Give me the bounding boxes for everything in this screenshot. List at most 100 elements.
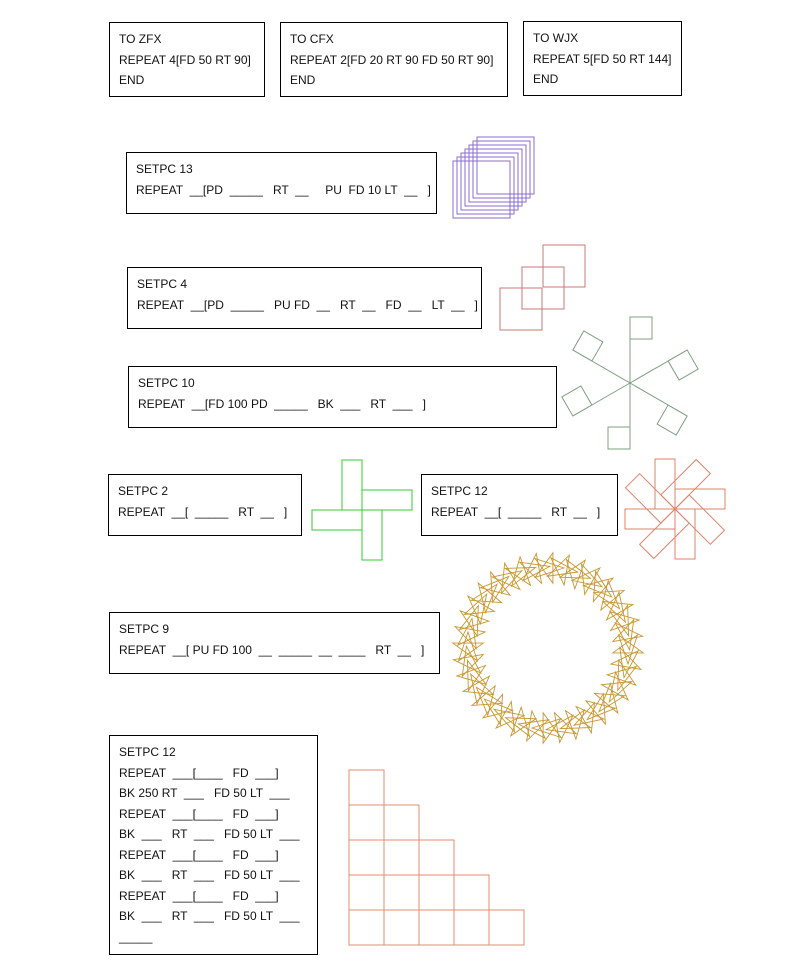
flag-arm [561, 382, 631, 417]
star [530, 711, 563, 745]
green-rectangle [361, 489, 413, 511]
pinwheel-rectangle [638, 508, 690, 560]
exercise-setpc-9: SETPC 9 REPEAT __[ PU FD 100 __ _____ __ … [109, 612, 440, 674]
star [601, 590, 635, 624]
star [453, 616, 487, 650]
code-line: REPEAT ___[____ FD ___] [119, 765, 279, 780]
code-line: TO ZFX [119, 32, 162, 46]
code-line: SETPC 9 [119, 622, 170, 636]
flag-arm [629, 316, 653, 383]
code-line: REPEAT __[ _____ RT __ ] [118, 504, 288, 519]
grid-square [348, 909, 385, 946]
pinwheel-rectangle [624, 508, 676, 530]
code-line: REPEAT ___[____ FD ___] [119, 806, 279, 821]
star [570, 562, 604, 596]
star [492, 700, 526, 734]
star [546, 553, 580, 587]
code-line: REPEAT ___[____ FD ___] [119, 847, 279, 862]
code-line: REPEAT __[PD _____ RT __ PU FD 10 LT __ … [136, 182, 431, 197]
code-line: REPEAT __[FD 100 PD _____ BK ___ RT ___ … [138, 396, 426, 411]
star [461, 672, 495, 706]
star [544, 711, 578, 745]
pinwheel-rectangle [654, 458, 676, 510]
code-line: BK ___ RT ___ FD 50 LT ___ [119, 827, 300, 841]
flag-arm [607, 383, 631, 450]
grid-square [453, 874, 490, 911]
flag-arm [629, 382, 688, 436]
exercise-setpc-2: SETPC 2 REPEAT __[ _____ RT __ ] [108, 474, 302, 536]
pinwheel-rectangle [624, 472, 676, 524]
code-line: SETPC 13 [136, 162, 193, 176]
star [469, 581, 503, 614]
green-rectangle [361, 509, 383, 561]
exercise-setpc-12: SETPC 12 REPEAT __[ _____ RT __ ] [421, 474, 618, 536]
code-line: SETPC 2 [118, 484, 169, 498]
code-line: BK ___ RT ___ FD 50 LT ___ [119, 868, 300, 882]
star [481, 693, 514, 727]
star [584, 692, 617, 726]
star [458, 604, 491, 638]
green-rectangle [341, 459, 363, 511]
grid-square [418, 909, 455, 946]
star [558, 708, 593, 741]
code-line: SETPC 12 [119, 745, 176, 759]
star [462, 592, 496, 626]
code-line: REPEAT ___[____ FD ___] [119, 888, 279, 903]
code-line: END [119, 73, 145, 87]
code-line: REPEAT __[ PU FD 100 __ _____ __ ____ RT… [119, 642, 425, 657]
procedure-cfx: TO CFX REPEAT 2[FD 20 RT 90 FD 50 RT 90] E… [280, 22, 508, 97]
exercise-setpc-13: SETPC 13 REPEAT __[PD _____ RT __ PU FD 1… [126, 152, 437, 214]
star [609, 646, 643, 680]
code-line: REPEAT 5[FD 50 RT 144] [533, 51, 672, 66]
purple-square [460, 152, 519, 211]
grid-square [418, 839, 455, 876]
flag-arm [629, 349, 699, 384]
star [490, 561, 524, 595]
star [455, 658, 488, 693]
code-line: _____ [119, 929, 153, 944]
code-line: BK ___ RT ___ FD 50 LT ___ [119, 909, 300, 923]
grid-square [383, 874, 420, 911]
code-line: END [533, 72, 559, 86]
exercise-setpc-4: SETPC 4 REPEAT __[PD _____ PU FD __ RT __… [127, 267, 482, 329]
star [558, 558, 592, 591]
star [516, 709, 550, 743]
purple-square [464, 148, 523, 207]
code-line: SETPC 12 [431, 484, 488, 498]
pinwheel-rectangle [674, 508, 696, 560]
grid-square [453, 909, 490, 946]
star [582, 569, 615, 603]
star [608, 603, 641, 638]
purple-square [472, 140, 531, 199]
grid-square [383, 909, 420, 946]
code-line: REPEAT __[PD _____ PU FD __ RT __ FD __ … [137, 297, 478, 312]
star [470, 684, 504, 717]
grid-square [488, 909, 525, 946]
star [518, 551, 552, 585]
star [479, 570, 512, 604]
grid-square [348, 839, 385, 876]
flag-arm [572, 330, 631, 384]
code-line: SETPC 4 [137, 277, 188, 291]
exercise-setpc-12-staircase: SETPC 12 REPEAT ___[____ FD ___] BK 250 RT… [109, 735, 318, 955]
star [504, 705, 538, 738]
purple-square [468, 144, 527, 203]
star [451, 630, 485, 663]
red-square [499, 287, 543, 331]
star [611, 618, 645, 652]
grid-square [348, 769, 385, 806]
exercise-setpc-10: SETPC 10 REPEAT __[FD 100 PD _____ BK ___… [128, 366, 557, 428]
code-line: END [290, 73, 316, 87]
procedure-zfx: TO ZFX REPEAT 4[FD 50 RT 90] END [109, 22, 265, 97]
purple-square [456, 156, 515, 215]
grid-square [383, 839, 420, 876]
grid-square [348, 874, 385, 911]
green-rectangle [311, 509, 363, 531]
purple-square [476, 136, 535, 195]
code-line: SETPC 10 [138, 376, 195, 390]
grid-square [383, 804, 420, 841]
code-line: REPEAT 4[FD 50 RT 90] [119, 52, 251, 67]
star [572, 701, 606, 735]
